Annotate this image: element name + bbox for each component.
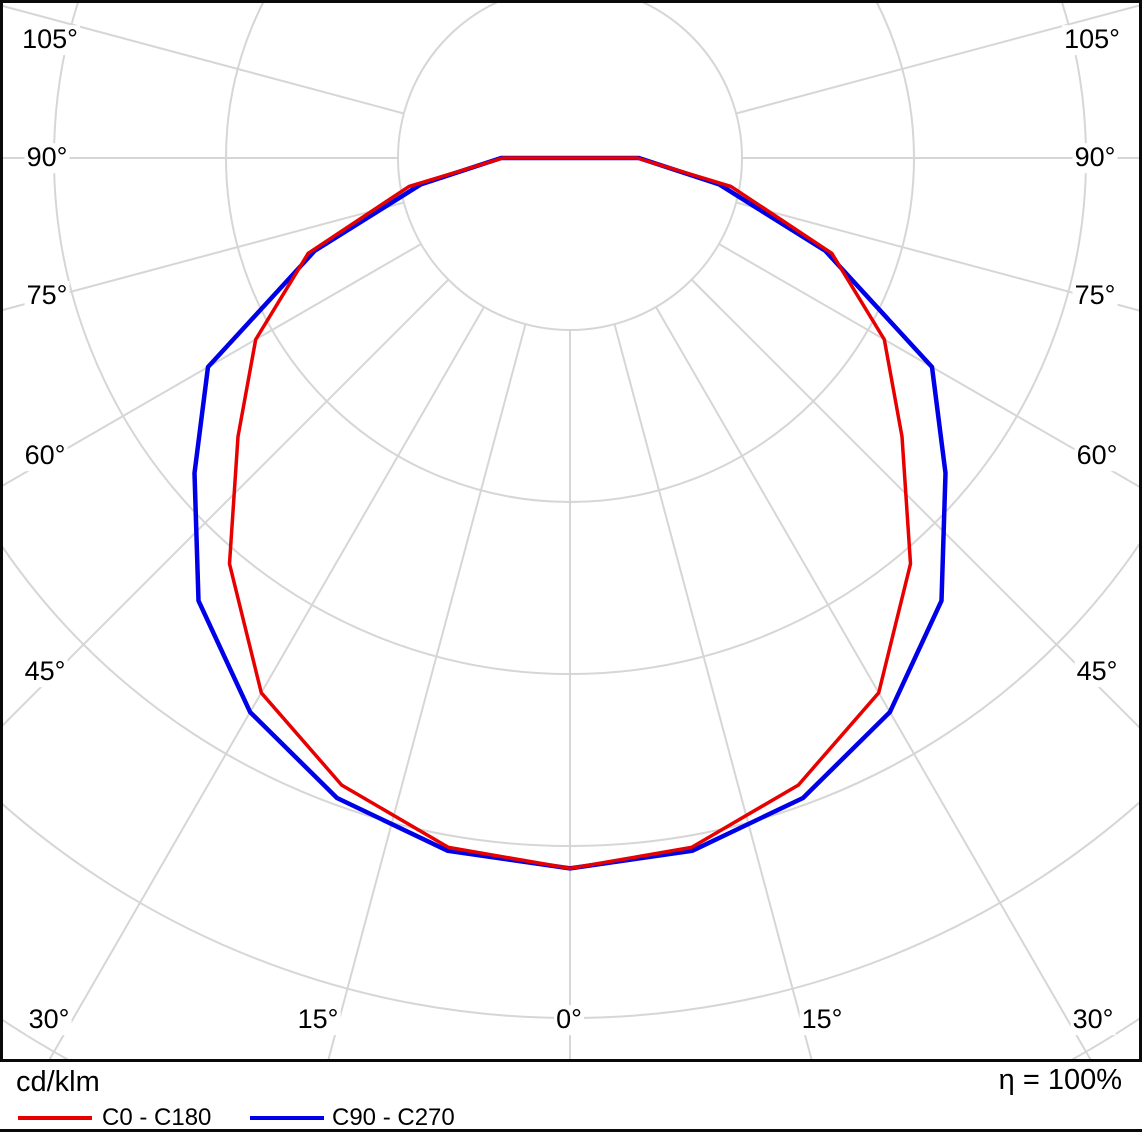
- angle-label-left-105: 105°: [20, 24, 80, 55]
- legend-line-c90-c270: [250, 1116, 324, 1120]
- angle-label-left-45: 45°: [22, 656, 68, 687]
- angle-label-right-75: 75°: [1072, 280, 1118, 311]
- bottom-divider: [0, 1129, 1142, 1132]
- legend-label-c90-c270: C90 - C270: [332, 1104, 455, 1131]
- legend-label-c0-c180: C0 - C180: [102, 1104, 212, 1131]
- angle-label-left-90: 90°: [24, 142, 70, 173]
- angle-label-bottom-15-left: 15°: [295, 1004, 341, 1035]
- efficiency-label: η = 100%: [998, 1064, 1122, 1096]
- unit-label: cd/klm: [16, 1066, 100, 1098]
- legend-line-c0-c180: [18, 1116, 92, 1120]
- polar-plot-area: [0, 0, 1142, 1062]
- angle-label-left-75: 75°: [24, 280, 70, 311]
- angle-label-left-60: 60°: [22, 440, 68, 471]
- polar-grid-and-curves: [3, 3, 1139, 1059]
- angle-label-right-105: 105°: [1062, 24, 1122, 55]
- angle-label-right-45: 45°: [1074, 656, 1120, 687]
- angle-label-bottom-30-right: 30°: [1070, 1004, 1116, 1035]
- angle-label-bottom-15-right: 15°: [799, 1004, 845, 1035]
- angle-label-bottom-30-left: 30°: [26, 1004, 72, 1035]
- angle-label-bottom-0: 0°: [554, 1004, 584, 1035]
- angle-label-right-90: 90°: [1072, 142, 1118, 173]
- angle-label-right-60: 60°: [1074, 440, 1120, 471]
